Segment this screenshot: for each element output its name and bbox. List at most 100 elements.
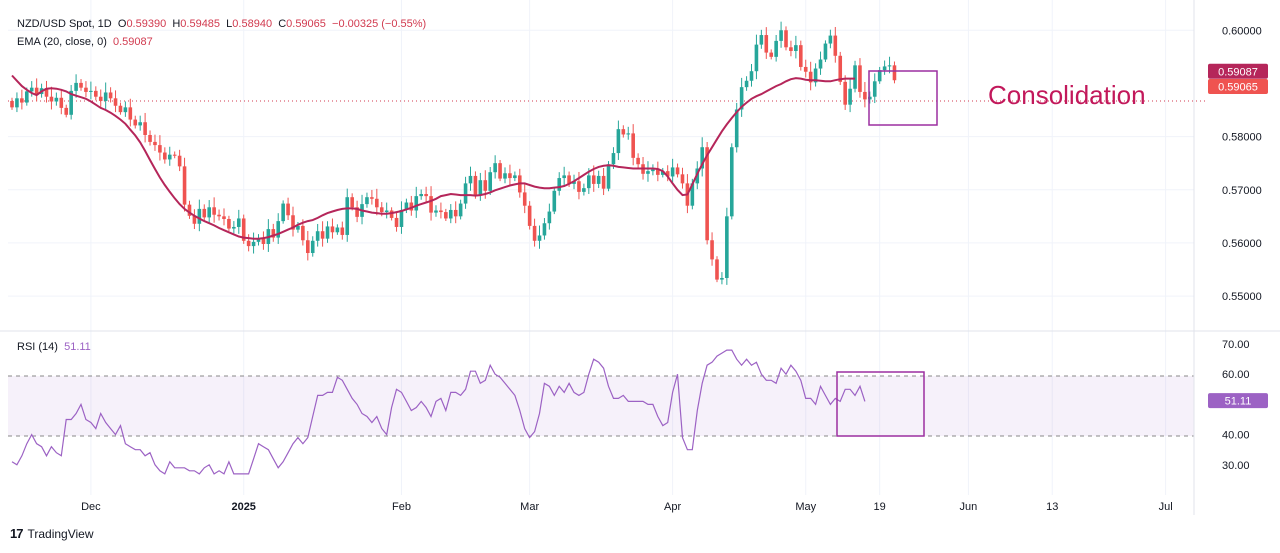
x-axis-ticks: Dec 2025 Feb Mar Apr May 19 Jun 13 Jul	[81, 501, 1173, 513]
candle-down	[375, 198, 379, 208]
candle-up	[434, 210, 438, 213]
candle-down	[217, 214, 221, 217]
candle-down	[241, 218, 246, 241]
candle-down	[133, 119, 138, 126]
candle-up	[123, 107, 128, 113]
candle-up	[74, 82, 78, 91]
time-tick-label: May	[795, 501, 816, 513]
candle-up	[488, 172, 493, 191]
rsi-line	[11, 349, 866, 475]
candle-up	[419, 194, 423, 197]
candle-up	[29, 87, 34, 92]
candle-up	[877, 70, 882, 82]
candle-up	[670, 167, 675, 177]
candle-down	[118, 105, 123, 113]
rsi-legend[interactable]: RSI (14) 51.11	[17, 341, 91, 353]
candle-down	[350, 197, 354, 208]
candle-down	[453, 209, 458, 217]
candle-up	[69, 90, 73, 115]
y-axis-ticks: 0.60000 0.58000 0.57000 0.56000 0.55000 70.00…	[1222, 25, 1262, 472]
consolidation-box-rsi	[836, 371, 925, 437]
candle-up	[197, 208, 202, 224]
tradingview-brand-label: TradingView	[27, 526, 94, 541]
candle-down	[527, 205, 532, 226]
candle-down	[508, 173, 512, 179]
candle-up	[596, 175, 601, 184]
price-tick-label: 0.55000	[1222, 291, 1262, 303]
candle-down	[424, 194, 428, 197]
candle-down	[34, 87, 39, 95]
candle-down	[108, 92, 113, 99]
candle-up	[587, 175, 591, 189]
rsi-tick-label: 30.00	[1222, 460, 1250, 472]
candle-down	[306, 240, 310, 254]
candle-up	[281, 203, 285, 222]
candle-down	[764, 35, 769, 53]
candle-down	[892, 65, 897, 81]
candle-up	[458, 203, 463, 217]
candle-up	[848, 88, 852, 105]
candle-up	[720, 278, 724, 280]
candle-down	[286, 203, 290, 216]
open-label: O	[117, 18, 127, 30]
tradingview-logo[interactable]: 17 TradingView	[10, 526, 94, 541]
candle-up	[325, 226, 330, 239]
candle-up	[167, 154, 172, 160]
candle-up	[463, 183, 468, 204]
candle-down	[532, 225, 537, 241]
rsi-band	[8, 376, 1194, 436]
candle-up	[552, 190, 557, 212]
candle-up	[365, 197, 369, 205]
candle-up	[774, 40, 778, 57]
candle-down	[567, 175, 571, 184]
rsi-tick-label: 40.00	[1222, 430, 1250, 442]
symbol-label[interactable]: NZD/USD Spot, 1D	[17, 18, 112, 30]
candle-up	[818, 59, 823, 69]
rsi-value: 51.11	[64, 341, 91, 353]
consolidation-annotation: Consolidation	[988, 80, 1146, 110]
candle-up	[503, 173, 507, 179]
candle-up	[739, 87, 744, 110]
candle-down	[44, 88, 49, 97]
ohlc-legend: NZD/USD Spot, 1D O0.59390 H0.59485 L0.58…	[17, 18, 426, 30]
candle-down	[444, 212, 448, 219]
candle-down	[636, 157, 640, 165]
candles-layer	[10, 21, 897, 285]
candle-up	[606, 164, 611, 189]
candle-down	[656, 169, 660, 175]
candle-down	[591, 175, 596, 184]
candle-up	[251, 241, 256, 247]
candle-down	[675, 167, 680, 175]
candle-up	[103, 92, 108, 101]
close-label: C	[278, 18, 287, 30]
candle-up	[562, 175, 566, 179]
candle-down	[522, 192, 527, 206]
ema-value: 0.59087	[113, 36, 153, 48]
candle-up	[651, 169, 655, 172]
candle-down	[163, 152, 167, 160]
candle-down	[665, 171, 670, 177]
candle-down	[705, 147, 709, 241]
ema-price-badge: 0.59087	[1218, 66, 1258, 78]
candle-down	[799, 45, 803, 67]
candle-down	[79, 82, 83, 88]
candle-down	[212, 207, 216, 215]
candle-up	[345, 197, 350, 235]
candle-up	[616, 129, 621, 154]
high-label: H	[172, 18, 181, 30]
ema-legend[interactable]: EMA (20, close, 0) 0.59087	[17, 36, 153, 48]
candle-down	[439, 210, 443, 213]
time-tick-label: 19	[874, 501, 886, 513]
candle-down	[784, 30, 788, 48]
candle-up	[513, 175, 517, 179]
candle-up	[572, 181, 576, 184]
candle-down	[172, 154, 177, 156]
candle-down	[858, 65, 862, 92]
close-value: 0.59065	[286, 18, 326, 30]
candle-up	[468, 175, 473, 184]
candle-up	[547, 211, 552, 224]
candle-up	[15, 98, 19, 108]
close-price-badge-bg	[1208, 78, 1268, 94]
candle-down	[710, 240, 714, 260]
time-tick-label: Apr	[664, 501, 681, 513]
